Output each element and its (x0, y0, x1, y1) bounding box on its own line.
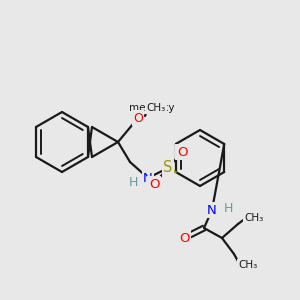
Text: O: O (149, 178, 159, 190)
Text: N: N (207, 203, 217, 217)
Text: H: H (128, 176, 138, 190)
Text: O: O (179, 232, 189, 244)
Text: O: O (177, 146, 187, 158)
Text: H: H (223, 202, 233, 214)
Text: N: N (143, 172, 153, 184)
Text: O: O (133, 112, 143, 124)
Text: CH₃: CH₃ (238, 260, 258, 270)
Text: O: O (133, 112, 143, 124)
Text: CH₃: CH₃ (244, 213, 264, 223)
Text: S: S (163, 160, 173, 175)
Text: CH₃: CH₃ (146, 103, 166, 113)
Text: methoxy: methoxy (129, 103, 175, 113)
